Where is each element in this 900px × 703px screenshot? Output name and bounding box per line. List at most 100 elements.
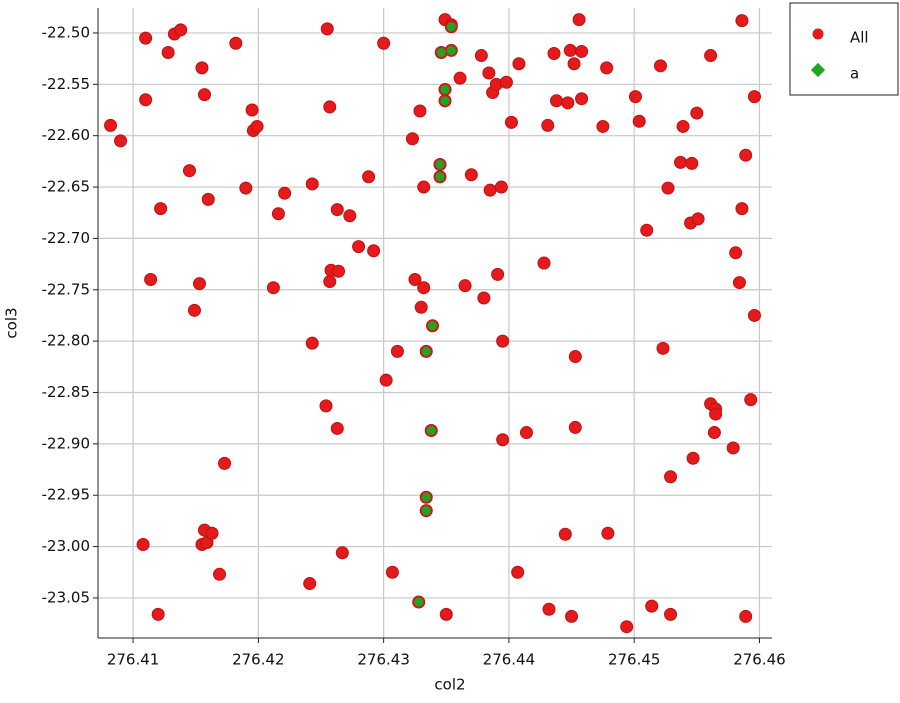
point (739, 609, 753, 623)
point (303, 577, 317, 591)
point (250, 119, 264, 133)
point (504, 115, 518, 129)
point (563, 43, 577, 57)
point (439, 83, 451, 95)
point (568, 350, 582, 364)
point (205, 526, 219, 540)
x-tick-label: 276.45 (608, 651, 661, 669)
point (596, 119, 610, 133)
point (575, 92, 589, 106)
point (426, 320, 438, 332)
y-tick-label: -22.60 (42, 126, 90, 144)
x-tick-label: 276.43 (357, 651, 410, 669)
point (747, 308, 761, 322)
point (319, 399, 333, 413)
point (732, 276, 746, 290)
point (453, 71, 467, 85)
point (565, 609, 579, 623)
point (362, 170, 376, 184)
y-tick-label: -22.55 (42, 75, 90, 93)
point (458, 279, 472, 293)
point (271, 207, 285, 221)
point (161, 45, 175, 59)
point (266, 281, 280, 295)
point (151, 607, 165, 621)
point (439, 95, 451, 107)
point (218, 456, 232, 470)
point (747, 90, 761, 104)
point (664, 607, 678, 621)
y-tick-label: -22.70 (42, 229, 90, 247)
y-tick-label: -22.90 (42, 434, 90, 452)
point (661, 181, 675, 195)
point (182, 164, 196, 178)
point (379, 373, 393, 387)
point (685, 156, 699, 170)
point (674, 155, 688, 169)
point (323, 275, 337, 289)
point (139, 31, 153, 45)
point (494, 180, 508, 194)
point (104, 118, 118, 132)
x-tick-label: 276.46 (733, 651, 786, 669)
point (491, 267, 505, 281)
point (645, 599, 659, 613)
point (213, 567, 227, 581)
point (144, 272, 158, 286)
point (335, 546, 349, 560)
point (726, 441, 740, 455)
point (676, 119, 690, 133)
point (620, 620, 634, 634)
point (413, 104, 427, 118)
y-tick-label: -23.05 (42, 588, 90, 606)
point (434, 171, 446, 183)
point (656, 341, 670, 355)
point (139, 93, 153, 107)
point (542, 602, 556, 616)
point (558, 527, 572, 541)
point (405, 132, 419, 146)
point (352, 240, 366, 254)
point (572, 13, 586, 27)
x-tick-label: 276.42 (232, 651, 285, 669)
legend-label: All (850, 29, 869, 47)
point (413, 596, 425, 608)
point (320, 22, 334, 36)
point (330, 203, 344, 217)
point (420, 345, 432, 357)
point (600, 61, 614, 75)
point (474, 49, 488, 63)
y-tick-label: -22.95 (42, 486, 90, 504)
point (654, 59, 668, 73)
point (568, 420, 582, 434)
point (192, 277, 206, 291)
y-tick-label: -23.00 (42, 537, 90, 555)
point (323, 100, 337, 114)
point (483, 183, 497, 197)
point (511, 565, 525, 579)
point (729, 246, 743, 260)
point (512, 57, 526, 71)
point (197, 88, 211, 102)
point (482, 66, 496, 80)
point (385, 565, 399, 579)
point (640, 223, 654, 237)
point (744, 393, 758, 407)
point (707, 426, 721, 440)
point (229, 36, 243, 50)
point (367, 244, 381, 258)
point (499, 75, 513, 89)
point (420, 505, 432, 517)
point (174, 23, 188, 37)
point (632, 114, 646, 128)
y-tick-label: -22.65 (42, 178, 90, 196)
legend-marker (812, 28, 824, 40)
point (477, 291, 491, 305)
point (628, 90, 642, 104)
point (547, 47, 561, 61)
point (704, 49, 718, 63)
point (496, 433, 510, 447)
point (445, 44, 457, 56)
point (187, 303, 201, 317)
point (330, 421, 344, 435)
